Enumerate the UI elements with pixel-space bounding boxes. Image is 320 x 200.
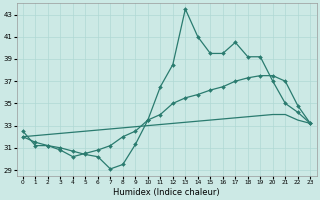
X-axis label: Humidex (Indice chaleur): Humidex (Indice chaleur) — [113, 188, 220, 197]
